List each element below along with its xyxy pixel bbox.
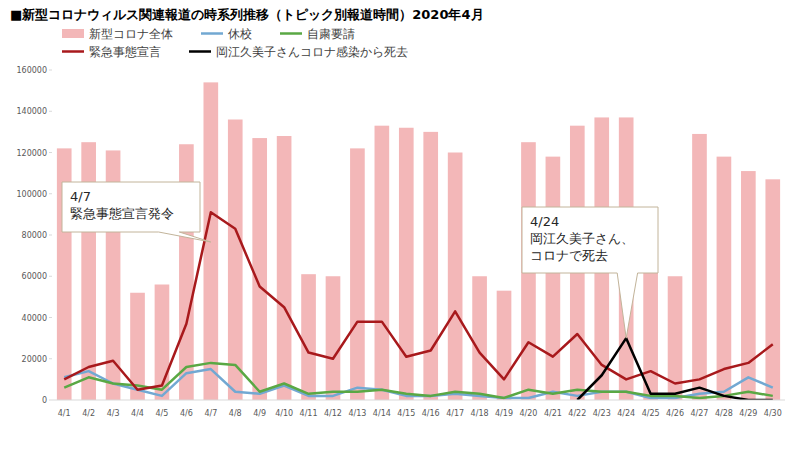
x-tick-label: 4/30: [764, 409, 782, 418]
marks: [57, 82, 780, 400]
bar: [497, 291, 512, 400]
tick-mark: [49, 193, 52, 194]
x-tick-label: 4/24: [617, 409, 635, 418]
annotation: 4/7 緊急事態宣言発令: [62, 182, 211, 242]
bar: [326, 276, 341, 400]
x-tick-label: 4/8: [229, 409, 242, 418]
legend-swatch: [62, 29, 84, 38]
x-tick-label: 4/2: [82, 409, 95, 418]
callout: [62, 182, 211, 242]
chart: ■新型コロナウィルス関連報道の時系列推移（トピック別報道時間）2020年4月 0 2…: [0, 0, 800, 466]
bar: [423, 132, 438, 400]
legend-label: 自粛要請: [307, 27, 355, 41]
bar: [765, 179, 780, 400]
x-tick-label: 4/15: [397, 409, 415, 418]
x-tick-label: 4/11: [300, 409, 318, 418]
bar: [301, 274, 316, 400]
legend: 新型コロナ全体 休校 自粛要請緊急事態宣言 岡江久美子さんコロナ感染から死去: [62, 27, 408, 59]
tick-mark: [49, 70, 52, 71]
annotation: 4/24 岡江久美子さん、コロナで死去: [522, 207, 658, 338]
tick-mark: [49, 358, 52, 359]
annotation-text: 4/24: [530, 214, 559, 229]
x-tick-label: 4/25: [642, 409, 660, 418]
bar: [448, 153, 463, 401]
tick-mark: [49, 152, 52, 153]
title: ■新型コロナウィルス関連報道の時系列推移（トピック別報道時間）2020年4月: [10, 7, 484, 22]
callout: [522, 207, 658, 338]
x-tick-label: 4/21: [544, 409, 562, 418]
legend-swatch: [189, 50, 211, 53]
bar: [546, 157, 561, 400]
legend-label: 岡江久美子さんコロナ感染から死去: [216, 45, 408, 59]
line: [64, 212, 773, 389]
x-tick-label: 4/6: [180, 409, 193, 418]
bar: [472, 276, 487, 400]
bar: [277, 136, 292, 400]
bar: [741, 171, 756, 400]
x-tick-label: 4/27: [690, 409, 708, 418]
x-axis: [52, 400, 785, 401]
x-tick-label: 4/20: [519, 409, 537, 418]
y-tick-label: 40000: [22, 314, 47, 323]
x-tick-label: 4/22: [568, 409, 586, 418]
x-tick-label: 4/23: [593, 409, 611, 418]
legend-label: 新型コロナ全体: [89, 27, 173, 41]
bar: [692, 134, 707, 400]
tick-mark: [49, 235, 52, 236]
x-tick-label: 4/4: [131, 409, 144, 418]
y-tick-label: 0: [42, 396, 47, 405]
x-tick-label: 4/12: [324, 409, 342, 418]
annotation-text: 4/7: [70, 189, 91, 204]
tick-mark: [49, 400, 52, 401]
bar: [228, 120, 243, 401]
bar: [81, 142, 96, 400]
x-tick-label: 4/10: [275, 409, 293, 418]
x-tick-label: 4/1: [58, 409, 71, 418]
y-tick-label: 80000: [22, 231, 47, 240]
y-tick-label: 160000: [16, 66, 47, 75]
legend-label: 緊急事態宣言: [89, 45, 161, 59]
y-tick-label: 20000: [22, 355, 47, 364]
x-tick-label: 4/9: [253, 409, 266, 418]
x-tick-label: 4/13: [348, 409, 366, 418]
y-tick-label: 120000: [16, 149, 47, 158]
bar: [252, 138, 267, 400]
y-tick-label: 140000: [16, 107, 47, 116]
x-tick-label: 4/14: [373, 409, 391, 418]
line: [577, 338, 772, 400]
annotation-text: 緊急事態宣言発令: [70, 206, 174, 221]
legend-swatch: [280, 32, 302, 35]
legend-swatch: [201, 32, 223, 35]
bar: [399, 128, 414, 400]
x-tick-label: 4/28: [715, 409, 733, 418]
tick-mark: [49, 317, 52, 318]
legend-swatch: [62, 50, 84, 53]
annotation-text: 岡江久美子さん、: [530, 231, 634, 246]
x-tick-label: 4/17: [446, 409, 464, 418]
x-tick-label: 4/18: [471, 409, 489, 418]
x-tick-label: 4/7: [204, 409, 217, 418]
legend-label: 休校: [228, 27, 252, 41]
bar: [350, 148, 365, 400]
x-tick-label: 4/19: [495, 409, 513, 418]
bar: [375, 126, 390, 400]
tick-mark: [49, 276, 52, 277]
y-tick-label: 100000: [16, 190, 47, 199]
annotation-text: コロナで死去: [530, 248, 608, 263]
x-tick-label: 4/29: [739, 409, 757, 418]
tick-mark: [49, 111, 52, 112]
bar: [717, 157, 732, 400]
x-tick-label: 4/5: [156, 409, 169, 418]
x-tick-label: 4/26: [666, 409, 684, 418]
y-tick-label: 60000: [22, 272, 47, 281]
x-tick-label: 4/16: [422, 409, 440, 418]
x-tick-label: 4/3: [107, 409, 120, 418]
